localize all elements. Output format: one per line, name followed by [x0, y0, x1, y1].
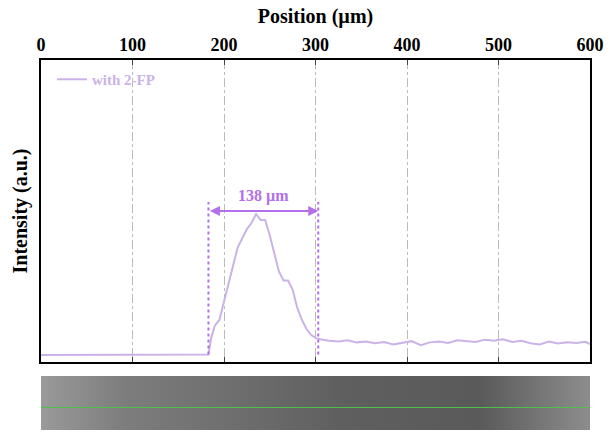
svg-text:with 2-FP: with 2-FP	[92, 72, 155, 88]
svg-text:100: 100	[119, 35, 146, 55]
svg-text:138 µm: 138 µm	[238, 187, 289, 205]
svg-text:300: 300	[302, 35, 329, 55]
svg-text:500: 500	[485, 35, 512, 55]
svg-text:Intensity (a.u.): Intensity (a.u.)	[9, 148, 32, 273]
svg-text:200: 200	[211, 35, 238, 55]
svg-text:600: 600	[577, 35, 604, 55]
svg-text:Position (µm): Position (µm)	[258, 5, 373, 28]
svg-text:0: 0	[37, 35, 46, 55]
svg-text:400: 400	[394, 35, 421, 55]
